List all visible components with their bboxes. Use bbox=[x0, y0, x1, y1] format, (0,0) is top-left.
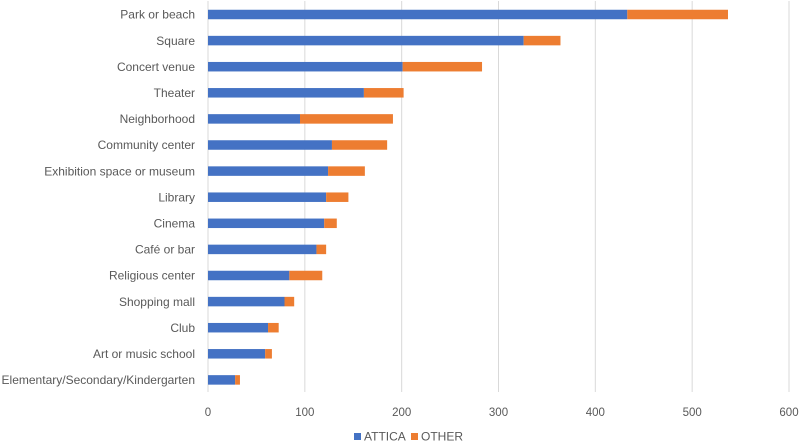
bar-attica bbox=[208, 114, 300, 124]
category-label: Theater bbox=[154, 86, 195, 100]
bar-other bbox=[289, 270, 323, 281]
bar-attica bbox=[208, 375, 236, 385]
category-label: Café or bar bbox=[135, 243, 195, 257]
bar-attica bbox=[208, 166, 329, 176]
x-tick-label: 100 bbox=[295, 407, 314, 419]
bar-other bbox=[627, 9, 728, 20]
bar-other bbox=[316, 244, 327, 255]
category-label: Square bbox=[156, 34, 195, 48]
category-label: Concert venue bbox=[117, 60, 195, 74]
legend-swatch-other bbox=[411, 433, 418, 440]
bar-other bbox=[299, 114, 393, 124]
bar-attica bbox=[208, 322, 269, 333]
bar-attica bbox=[208, 296, 285, 307]
bar-other bbox=[402, 61, 483, 72]
x-tick-label: 300 bbox=[489, 407, 508, 419]
x-tick-label: 400 bbox=[586, 407, 605, 419]
x-tick-label: 500 bbox=[683, 407, 702, 419]
bar-other bbox=[331, 140, 388, 150]
bars bbox=[208, 9, 728, 385]
bar-other bbox=[284, 296, 295, 307]
legend-swatch-attica bbox=[354, 433, 361, 440]
bar-other bbox=[265, 349, 272, 359]
category-label: Shopping mall bbox=[119, 295, 195, 309]
x-tick-label: 600 bbox=[779, 407, 798, 419]
bar-other bbox=[235, 375, 240, 385]
legend-label-other: OTHER bbox=[421, 430, 463, 444]
category-label: Club bbox=[170, 321, 195, 335]
category-label: Community center bbox=[98, 138, 195, 152]
category-label: Library bbox=[158, 190, 195, 204]
legend-label-attica: ATTICA bbox=[364, 430, 406, 444]
bar-other bbox=[523, 35, 561, 46]
category-label: Park or beach bbox=[120, 8, 195, 22]
bar-attica bbox=[208, 349, 266, 359]
legend: ATTICA OTHER bbox=[354, 430, 463, 444]
bar-other bbox=[326, 192, 349, 202]
bar-attica bbox=[208, 61, 403, 72]
category-label: Cinema bbox=[154, 217, 196, 231]
x-axis-ticks: 0 100 200 300 400 500 600 bbox=[205, 407, 799, 419]
category-label: Art or music school bbox=[93, 347, 195, 361]
bar-attica bbox=[208, 140, 332, 150]
category-label: Neighborhood bbox=[120, 112, 195, 126]
bar-attica bbox=[208, 218, 325, 229]
bar-other bbox=[268, 322, 279, 333]
category-label: Religious center bbox=[109, 269, 195, 283]
bar-attica bbox=[208, 35, 524, 46]
bar-attica bbox=[208, 88, 364, 98]
bar-attica bbox=[208, 270, 290, 281]
x-tick-label: 200 bbox=[392, 407, 411, 419]
bar-attica bbox=[208, 192, 327, 202]
category-label: Elementary/Secondary/Kindergarten bbox=[2, 373, 195, 387]
category-labels: Park or beach Square Concert venue Theater N… bbox=[2, 8, 196, 387]
x-tick-label: 0 bbox=[205, 407, 211, 419]
category-label: Exhibition space or museum bbox=[44, 164, 195, 178]
bar-attica bbox=[208, 9, 628, 20]
bar-attica bbox=[208, 244, 317, 255]
bar-other bbox=[328, 166, 365, 176]
bar-other bbox=[324, 218, 337, 229]
bar-other bbox=[363, 88, 404, 98]
